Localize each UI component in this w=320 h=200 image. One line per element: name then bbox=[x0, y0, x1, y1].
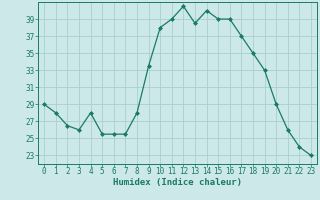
X-axis label: Humidex (Indice chaleur): Humidex (Indice chaleur) bbox=[113, 178, 242, 187]
